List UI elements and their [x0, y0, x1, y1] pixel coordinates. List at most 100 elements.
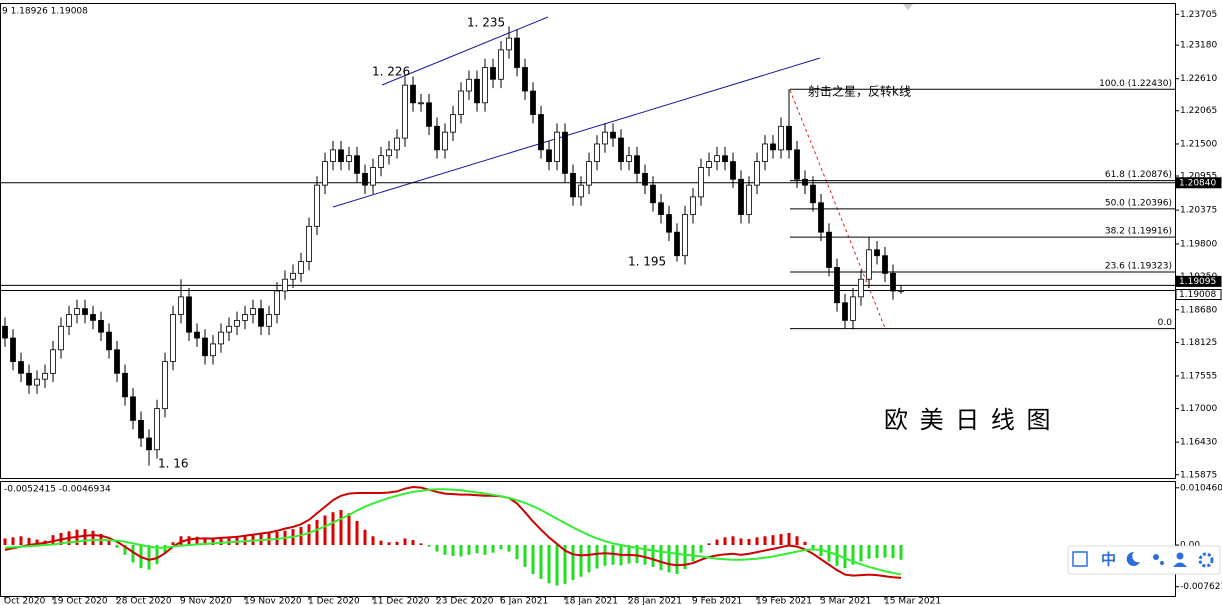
- toolbar-icon[interactable]: [1198, 552, 1214, 568]
- candle-body: [482, 67, 488, 104]
- macd-bar: [867, 545, 871, 559]
- candle-body: [698, 167, 704, 198]
- candle-body: [818, 202, 824, 233]
- macd-bar: [443, 545, 447, 555]
- candle-body: [434, 125, 440, 151]
- main-panel: [0, 3, 1176, 479]
- candle-body: [538, 114, 544, 151]
- candle-body: [578, 184, 584, 198]
- x-tick-label: 9 Feb 2021: [692, 597, 742, 605]
- macd-bar: [739, 538, 743, 546]
- candle-body: [170, 314, 176, 362]
- candle-body: [522, 67, 528, 92]
- candle-body: [106, 331, 112, 351]
- macd-bar: [891, 545, 895, 559]
- macd-bar: [219, 538, 223, 546]
- macd-bar: [811, 545, 815, 550]
- toolbar-icon[interactable]: [1153, 554, 1159, 560]
- macd-bar: [115, 545, 119, 548]
- candle-body: [290, 272, 296, 280]
- y-tick-label: 1.19800: [1180, 239, 1217, 249]
- macd-bar: [403, 538, 407, 546]
- candle-body: [74, 308, 80, 315]
- toolbar: 中: [1067, 545, 1221, 575]
- macd-header: -0.0052415 -0.0046934: [4, 485, 111, 495]
- annotation: 1. 16: [158, 457, 189, 471]
- candle-body: [2, 325, 8, 339]
- macd-bar: [611, 545, 615, 565]
- macd-bar: [659, 545, 663, 571]
- candle-body: [474, 78, 480, 104]
- macd-bar: [843, 545, 847, 568]
- candle-body: [674, 231, 680, 257]
- candle-body: [226, 325, 232, 333]
- candle-body: [754, 161, 760, 186]
- candle-body: [570, 172, 576, 198]
- candle-body: [66, 314, 72, 327]
- annotation: 1. 195: [628, 255, 666, 269]
- price-label: 1.20840: [1179, 178, 1216, 188]
- macd-bar: [667, 545, 671, 573]
- macd-bar: [723, 537, 727, 546]
- candle-body: [514, 37, 520, 68]
- candle-body: [34, 378, 40, 386]
- candle-body: [138, 419, 144, 439]
- candle-body: [418, 102, 424, 105]
- candle-body: [122, 372, 128, 398]
- channel-line: [332, 57, 821, 208]
- annotation: 1. 235: [467, 16, 505, 30]
- candle-body: [466, 78, 472, 92]
- toolbar-icon[interactable]: [1176, 552, 1184, 560]
- macd-bar: [195, 536, 199, 546]
- x-tick-label: 11 Dec 2020: [372, 597, 430, 605]
- macd-bar: [827, 545, 831, 562]
- macd-bar: [339, 510, 343, 546]
- macd-bar: [507, 545, 511, 552]
- toolbar-icon[interactable]: [1126, 551, 1140, 566]
- y-tick-label: 1.23705: [1180, 10, 1217, 20]
- candle-body: [42, 372, 48, 380]
- macd-bar: [747, 539, 751, 546]
- candle-body: [738, 178, 744, 215]
- price-label-box: [1175, 177, 1222, 189]
- candle-body: [658, 202, 664, 215]
- macd-bar: [579, 545, 583, 577]
- candle-body: [730, 161, 736, 180]
- macd-bar: [795, 536, 799, 546]
- macd-bar: [603, 545, 607, 566]
- macd-bar: [315, 519, 319, 546]
- candle-body: [874, 249, 880, 257]
- macd-bar: [451, 545, 455, 556]
- candle-body: [490, 67, 496, 80]
- fib-label: 61.8 (1.20876): [1105, 170, 1172, 180]
- candle-body: [202, 337, 208, 357]
- y-tick-label: 0.010460: [1180, 483, 1222, 493]
- candle-body: [178, 296, 184, 315]
- candle-body: [890, 272, 896, 292]
- macd-bar: [571, 545, 575, 581]
- candle-body: [274, 290, 280, 315]
- macd-bar: [555, 545, 559, 586]
- macd-bar: [203, 537, 207, 546]
- candle-body: [666, 214, 672, 233]
- toolbar-lang[interactable]: 中: [1101, 551, 1116, 569]
- macd-bar: [363, 529, 367, 546]
- toolbar-icon[interactable]: [1072, 551, 1088, 567]
- macd-bar: [171, 542, 175, 546]
- macd-bar: [691, 545, 695, 562]
- x-tick-label: 6 Jan 2021: [500, 597, 548, 605]
- y-tick-label: 1.18680: [1180, 305, 1217, 315]
- toolbar-icon[interactable]: [1160, 561, 1164, 565]
- toolbar-icon[interactable]: [1173, 562, 1187, 568]
- candle-body: [162, 361, 168, 410]
- x-tick-label: Oct 2020: [4, 597, 46, 605]
- y-tick-label: 1.17000: [1180, 404, 1217, 414]
- macd-bar: [707, 543, 711, 546]
- macd-bar: [875, 545, 879, 559]
- macd-panel: [0, 481, 1176, 597]
- macd-bar: [467, 545, 471, 555]
- candle-body: [378, 155, 384, 168]
- price-label-box: [1175, 275, 1222, 287]
- macd-bar: [211, 537, 215, 546]
- y-tick-label: 1.22610: [1180, 74, 1217, 84]
